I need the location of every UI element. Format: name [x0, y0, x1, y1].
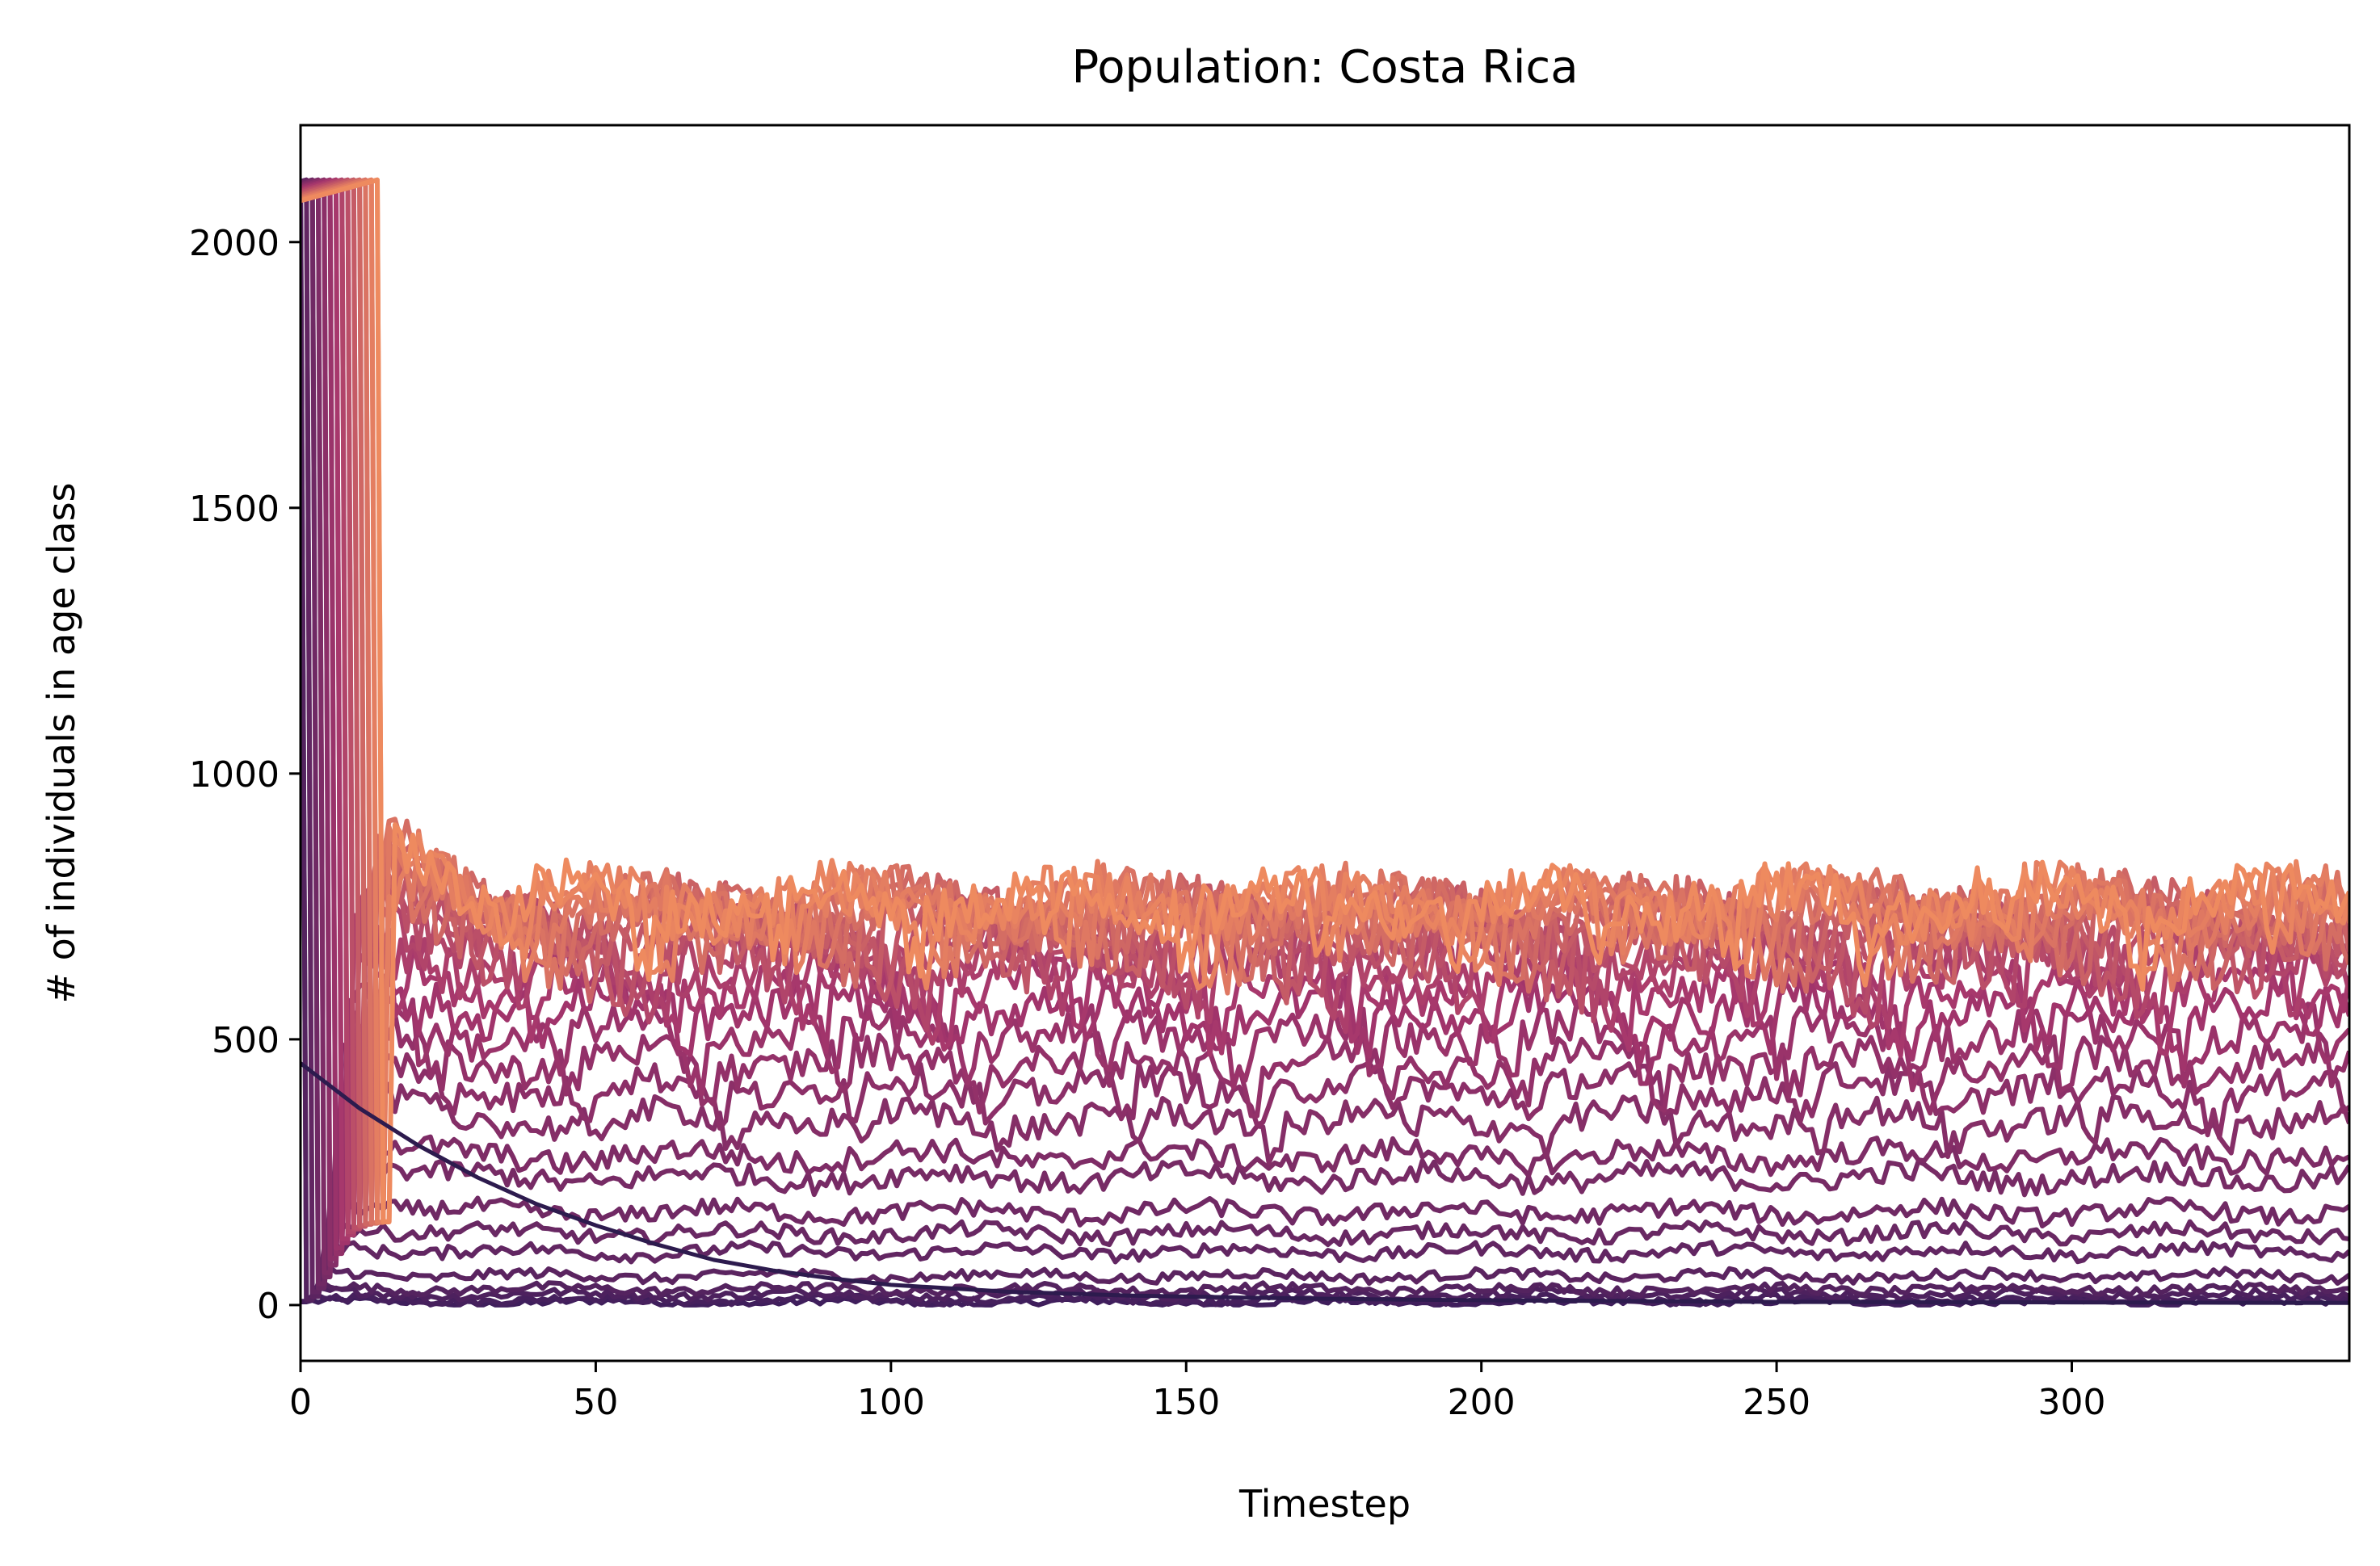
x-axis-label: Timestep	[1238, 1482, 1411, 1526]
age-class-line	[301, 177, 2349, 1291]
age-class-line	[301, 177, 2349, 1275]
chart-title: Population: Costa Rica	[1071, 41, 1578, 94]
y-tick-label: 500	[212, 1020, 280, 1061]
x-tick-label: 300	[2038, 1382, 2106, 1423]
age-class-line	[301, 177, 2349, 1295]
series-group	[301, 177, 2349, 1308]
age-class-line	[301, 177, 2349, 1224]
age-class-line	[301, 177, 2349, 1299]
age-class-line	[301, 179, 2349, 1302]
plot-frame	[299, 124, 2351, 1362]
x-tick-label: 150	[1152, 1382, 1220, 1423]
x-tick-label: 100	[857, 1382, 925, 1423]
x-tick-label: 50	[573, 1382, 618, 1423]
age-class-line	[301, 177, 2349, 1224]
age-class-line	[301, 177, 2349, 1287]
y-tick-label: 2000	[189, 223, 280, 264]
y-tick-label: 0	[257, 1286, 280, 1327]
x-tick-label: 250	[1743, 1382, 1810, 1423]
age-class-line	[301, 177, 2349, 1279]
x-axis: 0 50 100 150 200 250 300	[289, 1361, 2105, 1423]
decay-line	[301, 1061, 2349, 1305]
age-class-line	[301, 177, 2349, 1268]
age-class-line	[301, 177, 2349, 1257]
age-class-line	[301, 177, 2349, 1262]
y-tick-label: 1500	[189, 489, 280, 530]
x-tick-label: 0	[289, 1382, 312, 1423]
y-axis-label: # of individuals in age class	[40, 482, 83, 1003]
y-axis: 0 500 1000 1500 2000	[189, 223, 301, 1327]
x-tick-label: 200	[1448, 1382, 1516, 1423]
y-tick-label: 1000	[189, 754, 280, 796]
age-class-line	[301, 177, 2349, 1251]
